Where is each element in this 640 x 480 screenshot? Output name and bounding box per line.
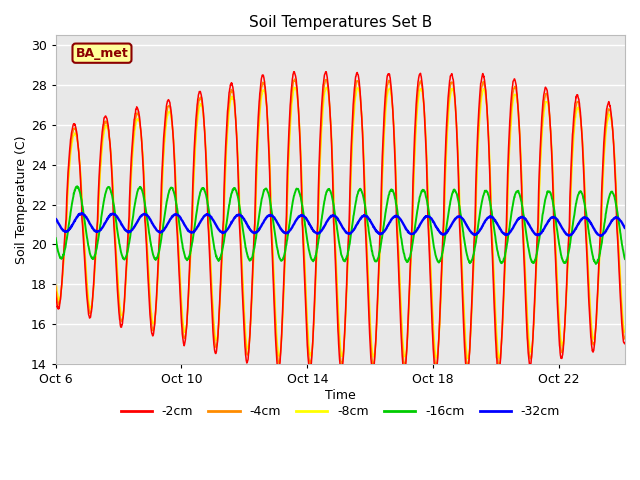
Title: Soil Temperatures Set B: Soil Temperatures Set B xyxy=(249,15,432,30)
Y-axis label: Soil Temperature (C): Soil Temperature (C) xyxy=(15,135,28,264)
Text: BA_met: BA_met xyxy=(76,47,129,60)
Legend: -2cm, -4cm, -8cm, -16cm, -32cm: -2cm, -4cm, -8cm, -16cm, -32cm xyxy=(116,400,565,423)
X-axis label: Time: Time xyxy=(325,388,356,402)
